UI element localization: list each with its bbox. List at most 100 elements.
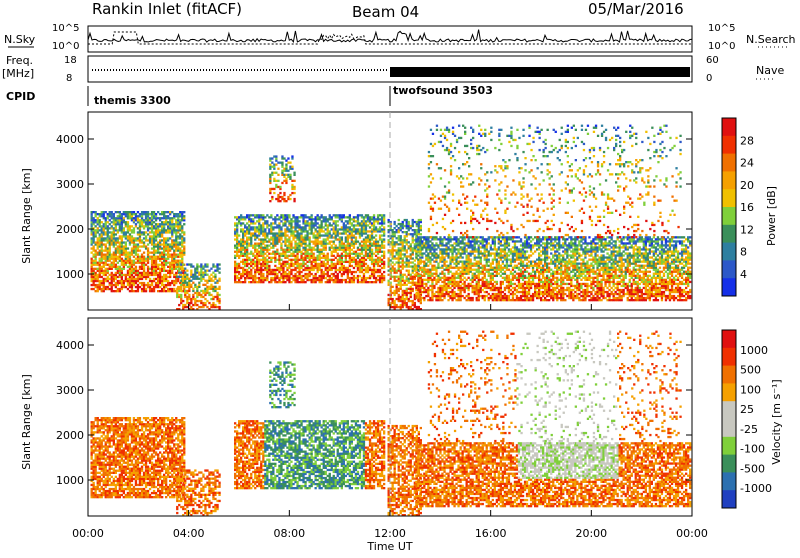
heatmap-cell — [142, 231, 146, 234]
heatmap-cell — [236, 226, 239, 229]
heatmap-cell — [106, 285, 109, 289]
heatmap-cell — [181, 259, 184, 262]
heatmap-cell — [254, 246, 257, 249]
heatmap-cell — [457, 256, 460, 259]
heatmap-cell — [270, 222, 273, 225]
heatmap-cell — [368, 246, 372, 249]
heatmap-cell — [126, 221, 130, 224]
heatmap-cell — [304, 254, 307, 257]
heatmap-cell — [175, 225, 178, 228]
heatmap-cell — [94, 275, 97, 279]
heatmap-cell — [457, 250, 460, 253]
heatmap-cell — [94, 290, 97, 293]
heatmap-cell — [124, 233, 127, 236]
heatmap-cell — [493, 296, 496, 300]
heatmap-cell — [302, 242, 305, 245]
heatmap-cell — [266, 250, 269, 253]
heatmap-cell — [120, 275, 123, 279]
heatmap-cell — [431, 272, 434, 275]
heatmap-cell — [358, 222, 362, 225]
heatmap-cell — [417, 227, 420, 230]
heatmap-cell — [167, 225, 170, 228]
heatmap-cell — [368, 274, 372, 278]
heatmap-cell — [324, 234, 327, 237]
heatmap-cell — [254, 238, 257, 241]
heatmap-cell — [118, 269, 121, 272]
heatmap-cell — [393, 241, 396, 244]
heatmap-cell — [372, 214, 376, 217]
heatmap-cell — [372, 274, 376, 278]
heatmap-cell — [372, 236, 376, 239]
heatmap-cell — [276, 240, 279, 243]
heatmap-cell — [431, 278, 434, 281]
heatmap-cell — [260, 254, 263, 257]
heatmap-cell — [332, 264, 335, 268]
heatmap-cell — [372, 228, 376, 231]
heatmap-cell — [124, 275, 127, 279]
heatmap-cell — [244, 262, 247, 266]
heatmap-cell — [457, 244, 460, 247]
heatmap-cell — [268, 268, 271, 272]
heatmap-cell — [294, 216, 297, 219]
heatmap-cell — [254, 216, 257, 219]
heatmap-cell — [294, 278, 297, 282]
heatmap-cell — [100, 247, 103, 250]
heatmap-cell — [380, 224, 384, 227]
heatmap-cell — [405, 259, 408, 262]
heatmap-cell — [417, 305, 420, 309]
heatmap-cell — [280, 242, 283, 245]
heatmap-cell — [92, 263, 95, 266]
heatmap-cell — [169, 245, 172, 248]
heatmap-cell — [250, 272, 253, 276]
heatmap-cell — [293, 171, 296, 174]
heatmap-cell — [173, 253, 176, 256]
heatmap-cell — [429, 274, 432, 277]
heatmap-cell — [467, 294, 470, 298]
heatmap-cell — [407, 277, 410, 280]
heatmap-cell — [128, 290, 132, 293]
heatmap-cell — [274, 281, 277, 284]
heatmap-cell — [387, 283, 390, 286]
heatmap-cell — [304, 252, 307, 255]
heatmap-cell — [300, 276, 303, 280]
heatmap-cell — [372, 268, 376, 272]
heatmap-cell — [278, 224, 281, 227]
heatmap-cell — [248, 218, 251, 221]
heatmap-cell — [146, 217, 150, 220]
heatmap-cell — [463, 268, 466, 271]
heatmap-cell — [154, 213, 158, 216]
heatmap-cell — [374, 270, 378, 274]
heatmap-cell — [161, 283, 164, 287]
heatmap-cell — [236, 240, 239, 243]
heatmap-cell — [276, 276, 279, 280]
heatmap-cell — [397, 253, 400, 256]
heatmap-cell — [308, 226, 311, 229]
heatmap-cell — [200, 273, 203, 276]
heatmap-cell — [292, 276, 295, 280]
heatmap-cell — [380, 266, 384, 270]
heatmap-cell — [383, 266, 386, 270]
heatmap-cell — [328, 240, 331, 243]
heatmap-cell — [469, 236, 472, 239]
heatmap-cell — [372, 220, 376, 223]
heatmap-cell — [270, 268, 273, 272]
heatmap-cell — [352, 242, 356, 245]
heatmap-cell — [435, 282, 438, 286]
heatmap-cell — [429, 288, 432, 292]
heatmap-cell — [212, 279, 215, 282]
heatmap-cell — [234, 238, 237, 241]
heatmap-cell — [449, 244, 452, 247]
heatmap-cell — [332, 248, 335, 251]
heatmap-cell — [108, 237, 111, 240]
heatmap-cell — [98, 223, 101, 226]
heatmap-cell — [116, 265, 119, 268]
heatmap-cell — [286, 262, 289, 266]
heatmap-cell — [280, 258, 283, 261]
heatmap-cell — [102, 271, 105, 275]
heatmap-cell — [262, 230, 265, 233]
heatmap-cell — [419, 244, 422, 247]
heatmap-cell — [148, 251, 152, 254]
heatmap-cell — [314, 278, 317, 282]
heatmap-cell — [146, 247, 150, 250]
heatmap-cell — [216, 269, 219, 272]
